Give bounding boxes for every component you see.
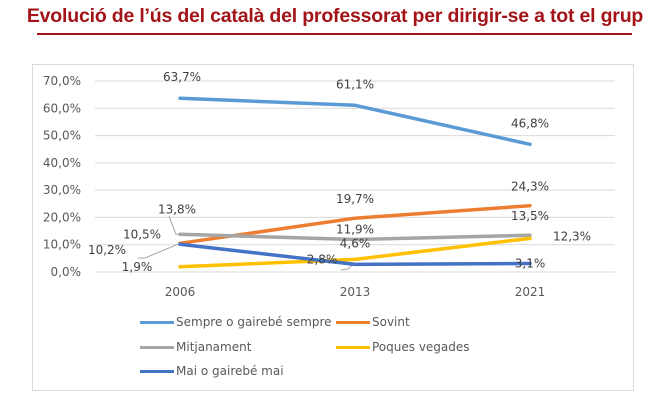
legend-item: Poques vegades	[336, 339, 470, 355]
data-label: 63,7%	[163, 70, 201, 84]
chart-frame	[32, 64, 634, 391]
legend-label: Sovint	[372, 315, 410, 329]
data-label: 1,9%	[122, 260, 153, 274]
y-tick-label: 60,0%	[43, 101, 81, 115]
data-label: 4,6%	[340, 236, 371, 250]
legend-label: Poques vegades	[372, 340, 470, 354]
legend-item: Mitjanament	[140, 339, 251, 355]
legend-swatch	[140, 320, 174, 324]
y-tick-label: 20,0%	[43, 210, 81, 224]
legend-item: Sovint	[336, 314, 410, 330]
series-line-3	[178, 232, 532, 242]
data-label: 19,7%	[336, 192, 374, 206]
x-tick-label: 2021	[515, 285, 546, 299]
series-line-5	[178, 242, 532, 267]
data-labels: 63,7% 61,1% 46,8% 10,5% 19,7% 24,3% 13,8% 11,9%…	[88, 70, 591, 274]
legend-swatch	[140, 345, 174, 349]
legend-label: Sempre o gairebé sempre	[176, 315, 332, 329]
data-label: 46,8%	[511, 116, 549, 130]
x-tick-label: 2013	[340, 285, 371, 299]
leader-line	[340, 264, 354, 271]
series-line-4	[178, 236, 532, 269]
title-underline	[37, 33, 632, 35]
y-tick-label: 30,0%	[43, 183, 81, 197]
data-label: 10,2%	[88, 243, 126, 257]
series-lines	[178, 96, 532, 269]
data-label: 11,9%	[336, 223, 374, 237]
data-label: 13,5%	[511, 209, 549, 223]
data-label: 61,1%	[336, 77, 374, 91]
legend-item: Sempre o gairebé sempre	[140, 314, 332, 330]
data-label: 3,1%	[515, 257, 546, 271]
y-axis-ticks: 0,0% 10,0% 20,0% 30,0% 40,0% 50,0% 60,0% 70,0%	[43, 74, 81, 279]
data-label: 13,8%	[158, 202, 196, 216]
chart-title: Evolució de l’ús del català del professo…	[26, 5, 644, 27]
y-tick-label: 10,0%	[43, 238, 81, 252]
legend-swatch	[140, 369, 174, 373]
data-label: 12,3%	[553, 229, 591, 243]
gridlines	[95, 80, 615, 273]
data-label: 24,3%	[511, 180, 549, 194]
y-tick-label: 40,0%	[43, 156, 81, 170]
series-line-1	[178, 96, 532, 147]
y-tick-label: 70,0%	[43, 74, 81, 88]
legend-swatch	[336, 320, 370, 324]
y-tick-label: 0,0%	[51, 265, 82, 279]
x-tick-label: 2006	[165, 285, 196, 299]
y-tick-label: 50,0%	[43, 129, 81, 143]
legend-item: Mai o gairebé mai	[140, 363, 284, 379]
legend-swatch	[336, 345, 370, 349]
legend-label: Mitjanament	[176, 340, 252, 354]
data-label: 10,5%	[123, 227, 161, 241]
legend-label: Mai o gairebé mai	[176, 364, 284, 378]
leader-line	[168, 215, 180, 235]
x-axis-ticks: 2006 2013 2021	[165, 285, 546, 299]
data-label: 2,8%	[307, 252, 338, 266]
leader-line	[138, 243, 179, 259]
